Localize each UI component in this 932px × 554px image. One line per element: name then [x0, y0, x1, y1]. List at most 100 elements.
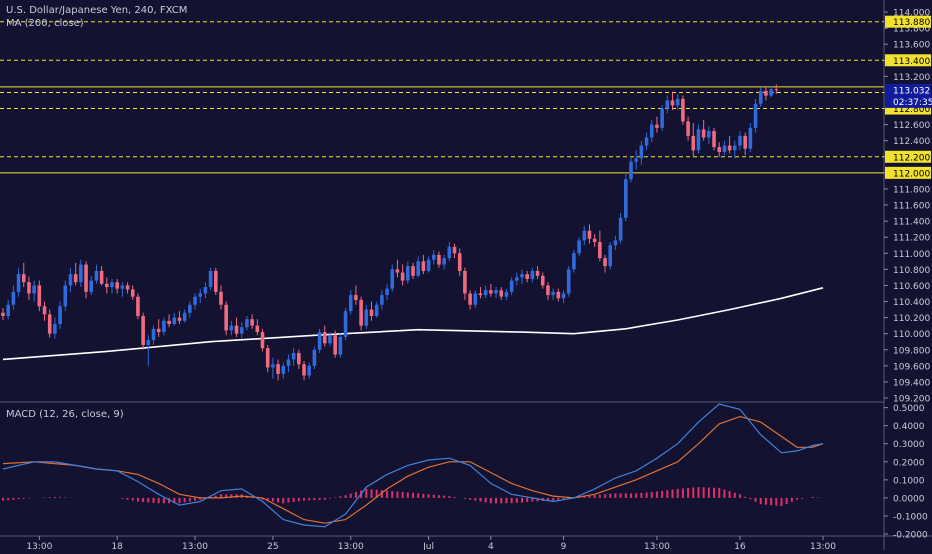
level-price-label: 113.880 [893, 18, 930, 28]
candle-body [110, 282, 114, 288]
price-tick-label: 110.200 [893, 314, 930, 324]
candle-body [115, 282, 119, 289]
candle-body [400, 272, 405, 281]
candle-body [696, 129, 701, 151]
candle-body [141, 315, 145, 345]
price-tick-label: 109.200 [893, 395, 930, 405]
candle-body [644, 137, 649, 146]
candle-body [328, 335, 332, 344]
candle-body [598, 242, 602, 259]
price-tick-label: 113.800 [893, 25, 930, 35]
candle-body [556, 291, 561, 299]
candle-body [738, 135, 742, 146]
candle-body [712, 131, 716, 148]
candle-body [478, 293, 483, 296]
candle-body [727, 145, 732, 151]
candle-body [343, 311, 348, 337]
candle-body [136, 296, 140, 316]
level-price-tag [885, 15, 931, 28]
candle-body [260, 332, 265, 349]
candle-body [338, 336, 343, 355]
candle-body [764, 90, 768, 96]
candle-body [234, 325, 239, 334]
candle-body [499, 290, 504, 297]
candle-body [504, 291, 509, 297]
candle-body [239, 327, 244, 334]
price-tick-label: 111.600 [893, 202, 930, 212]
symbol-title: U.S. Dollar/Japanese Yen, 240, FXCM [6, 5, 188, 16]
candle-body [188, 304, 192, 313]
candle-body [691, 135, 696, 151]
candle-body [193, 296, 197, 305]
candle-body [146, 340, 151, 345]
candle-body [390, 269, 395, 289]
price-tick-label: 110.800 [893, 266, 930, 276]
candle-body [743, 135, 747, 149]
candle-body [79, 264, 83, 283]
time-tick-label: 9 [561, 542, 567, 550]
candle-body [732, 145, 737, 151]
candle-body [535, 270, 540, 276]
last-price-label: 113.032 [893, 86, 930, 96]
candle-body [182, 312, 187, 321]
candle-body [494, 290, 498, 294]
price-tick-label: 112.600 [893, 121, 930, 131]
candle-body [172, 317, 177, 325]
price-tick-label: 110.400 [893, 298, 930, 308]
candle-body [374, 304, 379, 316]
macd-tick-label: 0.1000 [893, 476, 925, 486]
candle-body [47, 314, 52, 334]
candle-body [156, 328, 161, 333]
candle-body [753, 103, 758, 128]
candle-body [774, 89, 779, 91]
price-tick-label: 113.600 [893, 41, 930, 51]
candle-body [322, 332, 327, 344]
candle-body [369, 309, 374, 316]
candle-body [16, 274, 21, 292]
candle-body [364, 309, 369, 326]
macd-indicator-label: MACD (12, 26, close, 9) [6, 409, 124, 420]
candle-body [291, 352, 296, 360]
time-tick-label: 25 [267, 542, 278, 550]
price-tick-label: 110.600 [893, 282, 930, 292]
candle-body [42, 306, 47, 315]
candle-body [380, 295, 384, 305]
candle-body [32, 285, 36, 294]
level-price-label: 113.400 [893, 57, 930, 67]
level-price-tag [885, 54, 931, 67]
candle-body [120, 285, 125, 289]
candle-body [660, 108, 664, 128]
time-tick-label: 13:00 [810, 542, 836, 550]
candle-body [748, 127, 753, 149]
time-tick-label: 13:00 [26, 542, 52, 550]
candle-body [21, 274, 26, 283]
ma200-line [2, 287, 824, 361]
candle-body [359, 299, 363, 326]
macd-tick-label: 0.3000 [893, 440, 925, 450]
level-price-label: 112.000 [893, 169, 930, 179]
candle-body [281, 365, 286, 374]
bar-countdown-label: 02:37:35 [893, 98, 932, 108]
candle-body [177, 317, 182, 321]
candle-body [468, 293, 472, 305]
candle-body [151, 328, 156, 341]
candle-body [686, 121, 690, 136]
candle-body [265, 348, 270, 368]
macd-signal-line [2, 415, 824, 524]
candle-body [515, 277, 519, 281]
candle-body [130, 289, 135, 297]
time-tick-label: 13:00 [182, 542, 208, 550]
time-tick-label: Jul [422, 542, 434, 550]
candle-body [255, 325, 260, 333]
candle-body [681, 98, 685, 122]
candle-body [167, 320, 171, 325]
last-price-tag [885, 83, 931, 108]
macd-tick-label: 0.4000 [893, 422, 925, 432]
candle-body [447, 246, 452, 259]
candle-body [457, 253, 462, 271]
candle-body [722, 145, 727, 152]
candle-body [603, 258, 607, 267]
candle-body [442, 258, 446, 265]
candle-body [540, 275, 545, 286]
candle-body [634, 158, 638, 162]
